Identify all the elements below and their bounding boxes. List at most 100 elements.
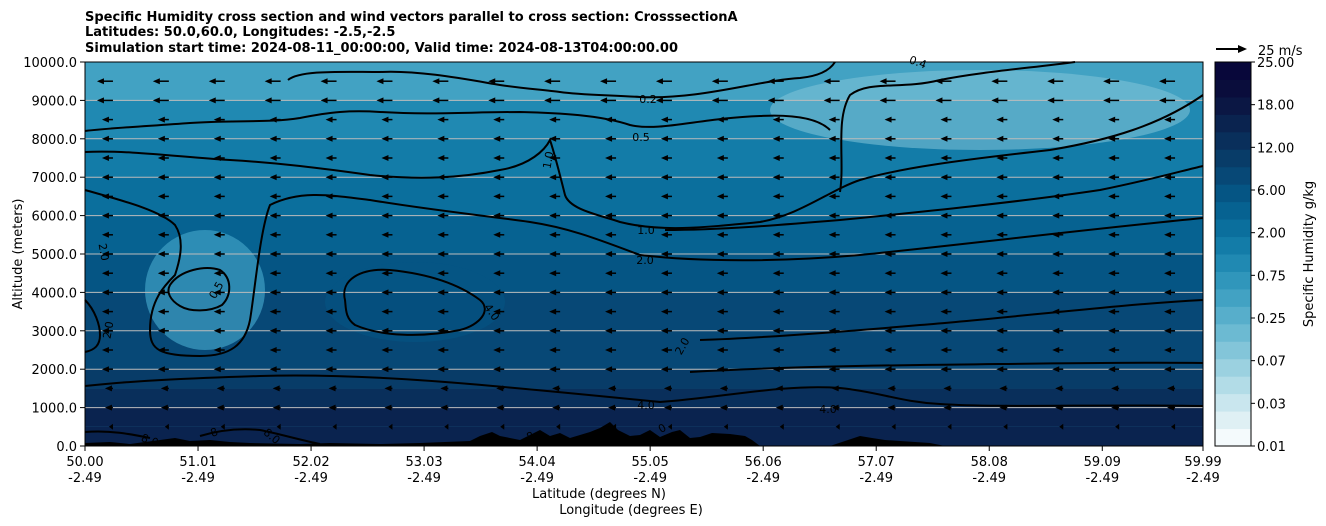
wind-arrow-head [437, 135, 445, 142]
wind-arrow-head [488, 78, 496, 85]
wind-arrow-head [549, 327, 557, 334]
wind-arrow-head [549, 251, 557, 257]
wind-arrow-head [996, 327, 1004, 334]
wind-arrow-head [437, 212, 445, 219]
wind-arrow-head [887, 385, 895, 392]
wind-arrow-head [884, 251, 892, 257]
wind-arrow-head [828, 135, 836, 142]
wind-arrow-head [269, 193, 277, 200]
wind-arrow-head [101, 308, 109, 315]
contour-label: 2.0 [101, 320, 117, 339]
wind-arrow-head [884, 366, 892, 373]
colorbar-tick-label: 2.00 [1257, 227, 1286, 242]
wind-arrow-head [381, 366, 389, 373]
wind-arrow-head [660, 212, 668, 219]
colorbar-tick-label: 6.00 [1257, 184, 1286, 199]
wind-arrow-head [828, 231, 836, 238]
wind-arrow-head [716, 231, 724, 238]
wind-arrow-head [772, 270, 780, 277]
wind-arrow-head [940, 270, 948, 277]
wind-arrow-head [655, 97, 663, 104]
wind-arrow-head [663, 404, 671, 411]
x-tick-label-longitude: -2.49 [1085, 471, 1119, 486]
wind-arrow-head [440, 404, 448, 411]
wind-arrow-head [772, 251, 780, 257]
wind-arrow-head [1164, 193, 1172, 200]
wind-arrow-head [157, 212, 165, 219]
wind-arrow-head [1164, 270, 1172, 277]
wind-arrow-head [999, 404, 1007, 411]
wind-arrow-head [152, 97, 160, 104]
wind-arrow-head [384, 385, 392, 392]
wind-arrow-head [213, 327, 221, 334]
wind-arrow-head [1164, 212, 1172, 219]
wind-arrow-head [605, 327, 613, 334]
wind-arrow-head [493, 135, 501, 142]
wind-arrow-head [549, 155, 557, 161]
wind-arrow-head [1108, 155, 1116, 161]
wind-arrow-head [325, 270, 333, 277]
wind-arrow-head [716, 155, 724, 161]
colorbar-frame [1214, 61, 1252, 447]
wind-arrow-head [1103, 78, 1111, 85]
wind-arrow-head [101, 347, 109, 353]
wind-arrow-head [437, 308, 445, 315]
wind-arrow-head [660, 289, 668, 296]
wind-arrow-head [996, 155, 1004, 161]
wind-arrow-head [775, 385, 783, 392]
colorbar-segment [1215, 341, 1251, 360]
wind-arrow-head [493, 193, 501, 200]
wind-arrow-head [381, 347, 389, 353]
wind-arrow-head [1052, 251, 1060, 257]
contour-line-2.0-mid [699, 299, 1204, 341]
wind-arrow-head [1052, 193, 1060, 200]
wind-arrow-head [772, 308, 780, 315]
wind-arrow-head [1047, 78, 1055, 85]
wind-arrow-head [437, 251, 445, 257]
wind-arrow-head [101, 155, 109, 161]
wind-arrow-head [884, 308, 892, 315]
wind-arrow-head [772, 193, 780, 200]
humidity-band [85, 177, 1203, 216]
wind-arrow-head [996, 212, 1004, 219]
terrain-silhouette [85, 422, 945, 446]
wind-arrow-head [775, 404, 783, 411]
wind-arrow-head [381, 155, 389, 161]
wind-arrow-head [1052, 289, 1060, 296]
colorbar-segment [1215, 428, 1251, 447]
contour-line-4.0-mid [689, 361, 1204, 373]
colorbar-segment [1215, 358, 1251, 377]
wind-arrow-head [772, 366, 780, 373]
wind-arrow-head [376, 78, 384, 85]
wind-arrow-head [213, 270, 221, 277]
contour-line-1.0-lower [664, 165, 1204, 231]
wind-arrow-head [884, 135, 892, 142]
wind-arrow-head [660, 327, 668, 334]
wind-arrow-head [996, 135, 1004, 142]
wind-arrow-head [437, 193, 445, 200]
colorbar-segment [1215, 79, 1251, 98]
wind-arrow-head [605, 193, 613, 200]
wind-arrow-head [991, 78, 999, 85]
wind-arrow-head [828, 174, 836, 181]
colorbar-tick-label: 0.25 [1257, 312, 1286, 327]
wind-arrow-head [493, 327, 501, 334]
wind-arrow-head [1164, 174, 1172, 181]
wind-arrow-head [496, 385, 504, 392]
wind-arrow-head [1052, 308, 1060, 315]
wind-arrow-head [1111, 385, 1119, 392]
wind-arrow-head [605, 366, 613, 373]
wind-arrow-head [157, 251, 165, 257]
x-tick-label-latitude: 57.07 [858, 455, 895, 470]
wind-arrow-head [716, 347, 724, 353]
wind-arrow-head [1059, 423, 1064, 430]
x-tick-label-latitude: 59.99 [1184, 455, 1221, 470]
wind-vector-field [96, 78, 1176, 430]
colorbar-segment [1215, 201, 1251, 220]
wind-arrow-head [157, 289, 165, 296]
colorbar-tick-label: 25.00 [1257, 56, 1294, 71]
wind-arrow-head [276, 423, 281, 430]
wind-arrow-head [996, 251, 1004, 257]
wind-arrow-head [381, 174, 389, 181]
x-tick-label-longitude: -2.49 [520, 471, 554, 486]
